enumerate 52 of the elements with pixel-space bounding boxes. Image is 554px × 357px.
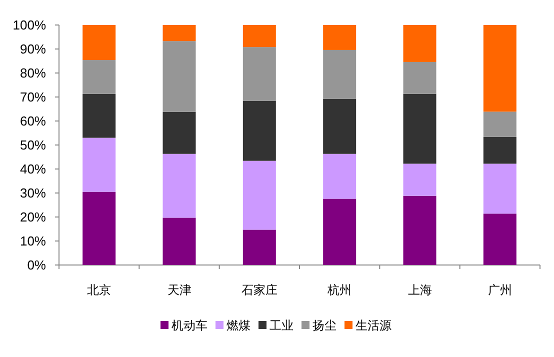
legend-label: 燃煤: [226, 318, 250, 332]
y-tick-label: 10%: [20, 234, 46, 248]
y-tick-label: 30%: [20, 186, 46, 200]
y-tick-label: 20%: [20, 210, 46, 224]
bar: [242, 25, 276, 48]
legend-label: 机动车: [172, 318, 208, 332]
x-tick-label: 广州: [488, 283, 512, 297]
x-tick-label: 上海: [408, 283, 432, 297]
bar: [403, 94, 436, 164]
y-tick-label: 40%: [20, 162, 46, 176]
bar: [483, 164, 516, 214]
bar: [403, 164, 436, 196]
bar: [242, 47, 276, 101]
x-tick-label: 石家庄: [241, 283, 278, 297]
bar: [323, 98, 356, 154]
bar: [403, 196, 436, 265]
y-tick-label: 80%: [20, 66, 46, 80]
y-tick-label: 100%: [12, 18, 46, 32]
legend-label: 生活源: [356, 318, 392, 332]
y-tick-label: 0%: [27, 258, 46, 272]
x-tick-label: 杭州: [326, 283, 352, 297]
bar: [82, 138, 116, 192]
bar: [483, 214, 516, 265]
bar: [82, 192, 116, 265]
y-tick-label: 70%: [20, 90, 46, 104]
y-tick-label: 90%: [20, 42, 46, 56]
bar: [162, 41, 196, 112]
bar: [483, 136, 516, 164]
bar: [82, 60, 116, 94]
bar: [162, 218, 196, 265]
bar: [323, 25, 356, 50]
bar: [403, 25, 436, 62]
x-tick-label: 天津: [167, 283, 192, 297]
x-tick-label: 北京: [87, 283, 112, 297]
bar: [82, 25, 116, 60]
legend-label: 扬尘: [312, 318, 336, 332]
bar: [403, 62, 436, 94]
bar: [82, 94, 116, 138]
bar: [242, 230, 276, 265]
bar: [242, 160, 276, 230]
bar: [483, 25, 516, 112]
bar: [162, 25, 196, 42]
bar: [242, 100, 276, 161]
bar: [162, 112, 196, 154]
bar: [162, 154, 196, 218]
bar: [323, 154, 356, 199]
bar: [483, 112, 516, 137]
legend-label: 工业: [270, 318, 294, 332]
y-tick-label: 60%: [20, 114, 46, 128]
y-tick-label: 50%: [20, 138, 46, 152]
bar: [323, 50, 356, 99]
bar: [323, 198, 356, 265]
